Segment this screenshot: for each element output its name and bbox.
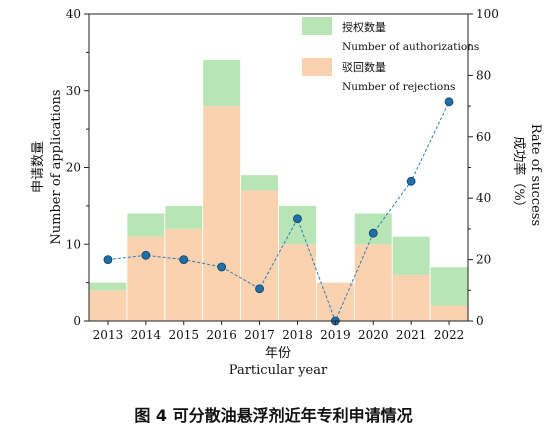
x-tick-label-2013: 2013 (93, 328, 124, 342)
y-tick-label-30: 30 (66, 84, 81, 98)
x-tick-label-2022: 2022 (434, 328, 465, 342)
x-tick-label-2016: 2016 (206, 328, 237, 342)
bar-authorizations-2017 (241, 175, 279, 191)
bar-authorizations-2015 (165, 205, 203, 229)
bar-authorizations-2013 (89, 282, 127, 291)
x-tick-label-2020: 2020 (358, 328, 389, 342)
x-tick-label-2017: 2017 (244, 328, 275, 342)
x-tick-label-2015: 2015 (168, 328, 199, 342)
bar-authorizations-2022 (430, 267, 468, 306)
rate-point-2013 (103, 255, 113, 265)
legend-label-authorizations-en: Number of authorizations (342, 41, 479, 53)
rate-point-2020 (368, 228, 378, 238)
bar-rejections-2014 (127, 236, 165, 321)
legend-label-rejections-zh: 驳回数量 (342, 61, 386, 74)
y2-tick-label-0: 0 (476, 314, 484, 328)
bar-rejections-2022 (430, 305, 468, 321)
bar-authorizations-2014 (127, 213, 165, 237)
bar-rejections-2021 (392, 274, 430, 321)
bar-rejections-2020 (354, 244, 392, 321)
y2-tick-label-60: 60 (476, 130, 491, 144)
bar-rejections-2015 (165, 228, 203, 321)
y2-tick-label-80: 80 (476, 68, 491, 82)
rate-point-2015 (179, 255, 189, 265)
y-axis-title-zh: 申请数量 (31, 141, 46, 193)
y-tick-label-40: 40 (66, 7, 81, 21)
bar-rejections-2019 (316, 282, 354, 321)
bar-rejections-2016 (203, 106, 241, 321)
legend-swatch-rejections (302, 58, 332, 76)
bar-rejections-2013 (89, 290, 127, 321)
rate-point-2018 (293, 214, 302, 224)
x-axis-title-en: Particular year (229, 363, 328, 378)
rate-point-2017 (255, 284, 264, 294)
legend-label-rejections-en: Number of rejections (342, 81, 455, 93)
rate-point-2016 (217, 262, 227, 272)
legend-label-authorizations-zh: 授权数量 (342, 20, 386, 34)
y-tick-label-10: 10 (66, 237, 81, 251)
x-axis-title-zh: 年份 (265, 346, 291, 361)
bar-authorizations-2016 (203, 60, 241, 107)
y2-axis-title-en: Rate of success (528, 124, 543, 226)
y2-tick-label-100: 100 (476, 7, 499, 21)
rate-line (107, 101, 450, 323)
bar-rejections-2017 (241, 190, 279, 321)
figure-caption: 图 4 可分散油悬浮剂近年专利申请情况 (134, 406, 413, 425)
rate-point-2014 (141, 250, 151, 260)
bar-rejections-2018 (278, 244, 316, 321)
x-tick-label-2021: 2021 (396, 328, 427, 342)
y2-tick-label-20: 20 (476, 253, 491, 267)
x-tick-label-2018: 2018 (282, 328, 313, 342)
bar-authorizations-2018 (278, 205, 316, 245)
rate-point-2022 (444, 97, 454, 107)
y2-axis-title-zh: 成功率（%） (511, 136, 527, 213)
y-tick-label-0: 0 (73, 314, 81, 328)
x-tick-label-2014: 2014 (131, 328, 162, 342)
x-tick-label-2019: 2019 (320, 328, 351, 342)
y-tick-label-20: 20 (66, 161, 81, 175)
legend-swatch-authorizations (302, 17, 332, 35)
y2-tick-label-40: 40 (476, 191, 491, 205)
bar-authorizations-2021 (392, 236, 430, 275)
y-axis-title-en: Number of applications (49, 89, 64, 244)
rate-point-2021 (406, 176, 416, 186)
